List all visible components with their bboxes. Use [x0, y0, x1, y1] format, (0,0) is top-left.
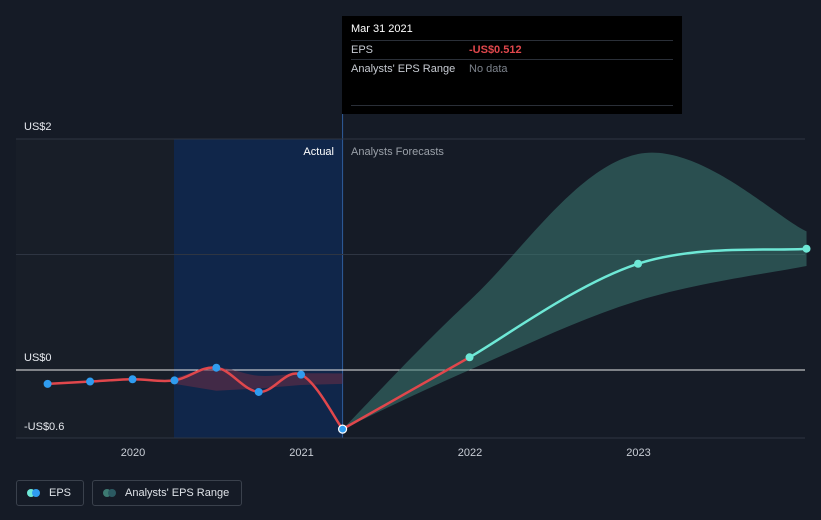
tooltip-eps-row: EPS -US$0.512 — [351, 40, 673, 59]
x-tick-label: 2023 — [626, 447, 650, 459]
eps-actual-point — [212, 363, 221, 372]
eps-actual-point — [43, 379, 52, 388]
eps-forecast-negative-line — [341, 356, 471, 431]
y-tick-label: US$2 — [24, 121, 52, 133]
x-tick-label: 2021 — [289, 447, 313, 459]
label-layer: Actual Analysts Forecasts US$2 US$0 -US$0.… — [24, 121, 651, 459]
tooltip-range-row: Analysts' EPS Range No data — [351, 59, 673, 78]
actual-region-label: Actual — [303, 146, 334, 158]
legend-range-button[interactable]: Analysts' EPS Range — [92, 480, 243, 506]
tooltip-range-value: No data — [469, 63, 508, 75]
legend-eps-label: EPS — [49, 487, 72, 499]
tooltip-eps-label: EPS — [351, 44, 374, 56]
legend: EPS Analysts' EPS Range — [16, 480, 243, 506]
point-layer — [43, 244, 811, 434]
range-layer — [174, 152, 807, 430]
past-range-band — [174, 367, 343, 391]
forecast-region-label: Analysts Forecasts — [351, 146, 444, 158]
analyst-range-band — [342, 152, 807, 430]
eps-actual-point — [254, 387, 263, 396]
tooltip-eps-value: -US$0.512 — [469, 44, 522, 56]
tooltip-divider — [351, 105, 673, 106]
y-tick-label: -US$0.6 — [24, 421, 64, 433]
tooltip-range-label: Analysts' EPS Range — [351, 63, 456, 75]
eps-actual-point — [128, 375, 137, 384]
eps-forecast-point — [634, 259, 643, 268]
background-layer — [16, 114, 344, 438]
eps-actual-point — [86, 377, 95, 386]
eps-forecast-point — [465, 353, 474, 362]
range-swatch-icon — [103, 489, 117, 497]
eps-actual-point — [337, 424, 348, 434]
eps-swatch-icon — [27, 489, 41, 497]
x-tick-label: 2020 — [121, 447, 145, 459]
tooltip: Mar 31 2021 EPS -US$0.512 Analysts' EPS … — [342, 16, 682, 114]
eps-forecast-point — [802, 244, 811, 253]
tooltip-date: Mar 31 2021 — [351, 23, 413, 35]
legend-eps-button[interactable]: EPS — [16, 480, 85, 506]
eps-actual-point — [297, 370, 306, 379]
y-tick-label: US$0 — [24, 352, 52, 364]
x-tick-label: 2022 — [458, 447, 482, 459]
past-shade-panel — [16, 139, 174, 438]
legend-range-label: Analysts' EPS Range — [125, 487, 230, 499]
eps-actual-point — [170, 376, 179, 385]
